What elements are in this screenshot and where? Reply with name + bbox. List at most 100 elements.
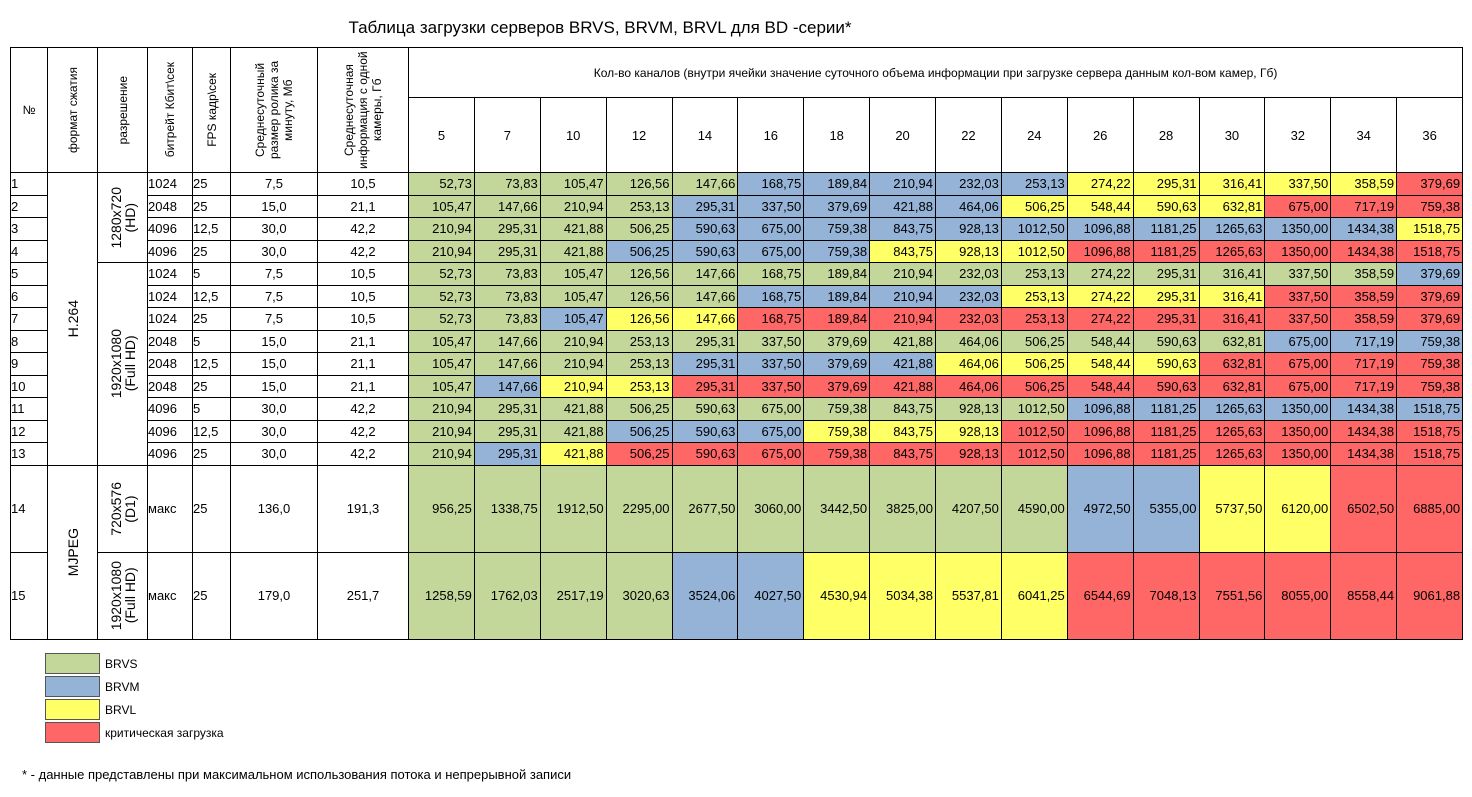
volume: 379,69 bbox=[803, 194, 871, 218]
param: 25 bbox=[192, 374, 231, 398]
row-number: 14 bbox=[10, 464, 48, 553]
volume: 295,31 bbox=[473, 442, 541, 466]
volume: 168,75 bbox=[737, 307, 805, 331]
volume: 189,84 bbox=[803, 284, 871, 308]
volume: 1096,88 bbox=[1066, 419, 1134, 443]
data-row: 2 2048 25 15,0 21,1 105,47 147,66 210,94 253,13 2… bbox=[10, 194, 1464, 218]
volume: 464,06 bbox=[935, 329, 1002, 353]
volume: 295,31 bbox=[671, 374, 739, 398]
volume: 5355,00 bbox=[1132, 464, 1200, 553]
header-row: № формат сжатия разрешение битрейт Кбит\сек… bbox=[10, 47, 1464, 173]
param: 30,0 bbox=[230, 442, 318, 466]
volume: 52,73 bbox=[408, 307, 475, 331]
volume: 1350,00 bbox=[1264, 217, 1332, 241]
param: 1024 bbox=[147, 262, 193, 286]
param: 7,5 bbox=[230, 284, 318, 308]
param: 136,0 bbox=[230, 464, 318, 553]
volume: 1265,63 bbox=[1198, 419, 1266, 443]
data-row: 11 4096 5 30,0 42,2 210,94 295,31 421,88 506,25 5… bbox=[10, 397, 1464, 421]
volume: 421,88 bbox=[869, 194, 936, 218]
legend: BRVS BRVM BRVL критическая загрузка bbox=[45, 652, 224, 744]
volume: 506,25 bbox=[605, 419, 673, 443]
volume: 379,69 bbox=[803, 374, 871, 398]
volume: 759,38 bbox=[803, 217, 871, 241]
volume: 506,25 bbox=[1000, 352, 1068, 376]
resolution-line: (Full HD) bbox=[121, 567, 138, 624]
volume: 843,75 bbox=[869, 397, 936, 421]
volume: 232,03 bbox=[935, 284, 1002, 308]
resolution: 1920x1080 (Full HD) bbox=[97, 551, 148, 640]
volume: 675,00 bbox=[1264, 352, 1332, 376]
channel-count: 32 bbox=[1264, 97, 1332, 173]
data-row: 5 1920x1080 (Full HD) 1024 5 7,5 10,5 52,73 73,8… bbox=[10, 262, 1464, 466]
volume: 232,03 bbox=[935, 307, 1002, 331]
volume: 590,63 bbox=[671, 239, 739, 263]
volume: 675,00 bbox=[737, 397, 805, 421]
param: 12,5 bbox=[192, 284, 231, 308]
channel-count: 26 bbox=[1066, 97, 1134, 173]
volume: 52,73 bbox=[408, 262, 475, 286]
volume: 358,59 bbox=[1330, 262, 1398, 286]
volume: 316,41 bbox=[1198, 284, 1266, 308]
volume: 253,13 bbox=[1000, 262, 1068, 286]
volume: 3524,06 bbox=[671, 551, 739, 640]
volume: 295,31 bbox=[671, 329, 739, 353]
volume: 105,47 bbox=[408, 329, 475, 353]
param: макс bbox=[147, 464, 193, 553]
volume: 717,19 bbox=[1330, 374, 1398, 398]
volume: 316,41 bbox=[1198, 307, 1266, 331]
row-number: 3 bbox=[10, 217, 48, 241]
param: 5 bbox=[192, 329, 231, 353]
volume: 168,75 bbox=[737, 172, 805, 196]
volume: 1434,38 bbox=[1330, 442, 1398, 466]
channel-count: 22 bbox=[935, 97, 1002, 173]
format: MJPEG bbox=[47, 464, 98, 640]
volume: 632,81 bbox=[1198, 194, 1266, 218]
param: макс bbox=[147, 551, 193, 640]
volume: 464,06 bbox=[935, 194, 1002, 218]
volume: 189,84 bbox=[803, 307, 871, 331]
volume: 675,00 bbox=[737, 442, 805, 466]
data-row: 9 2048 12,5 15,0 21,1 105,47 147,66 210,94 253,1… bbox=[10, 352, 1464, 376]
volume: 337,50 bbox=[1264, 262, 1332, 286]
volume: 4972,50 bbox=[1066, 464, 1134, 553]
volume: 759,38 bbox=[803, 419, 871, 443]
header-cell: Среднесуточный размер ролика за минуту, … bbox=[230, 47, 318, 173]
param: 12,5 bbox=[192, 352, 231, 376]
volume: 295,31 bbox=[671, 352, 739, 376]
volume: 6120,00 bbox=[1264, 464, 1332, 553]
param: 30,0 bbox=[230, 419, 318, 443]
volume: 3825,00 bbox=[869, 464, 936, 553]
volume: 73,83 bbox=[473, 307, 541, 331]
param: 5 bbox=[192, 262, 231, 286]
volume: 464,06 bbox=[935, 352, 1002, 376]
volume: 1181,25 bbox=[1132, 239, 1200, 263]
volume: 1434,38 bbox=[1330, 239, 1398, 263]
resolution-line: 1920x1080 bbox=[107, 560, 124, 631]
volume: 548,44 bbox=[1066, 352, 1134, 376]
volume: 590,63 bbox=[671, 217, 739, 241]
volume: 210,94 bbox=[869, 284, 936, 308]
volume: 590,63 bbox=[1132, 329, 1200, 353]
format: H.264 bbox=[47, 172, 98, 466]
volume: 843,75 bbox=[869, 419, 936, 443]
param: 42,2 bbox=[317, 239, 409, 263]
volume: 189,84 bbox=[803, 172, 871, 196]
header-cell: Среднесуточная информация с одной камеры… bbox=[317, 47, 409, 173]
volume: 379,69 bbox=[1396, 172, 1464, 196]
volume: 506,25 bbox=[605, 397, 673, 421]
volume: 1338,75 bbox=[473, 464, 541, 553]
param: 25 bbox=[192, 442, 231, 466]
volume: 1518,75 bbox=[1396, 442, 1464, 466]
data-row: 1 H.264 1280x720 (HD) 1024 25 7,5 10,5 52,73 73,8… bbox=[10, 172, 1464, 466]
data-row: 4 4096 25 30,0 42,2 210,94 295,31 421,88 506,25 5… bbox=[10, 239, 1464, 263]
param: 5 bbox=[192, 397, 231, 421]
row-number: 6 bbox=[10, 284, 48, 308]
volume: 1096,88 bbox=[1066, 217, 1134, 241]
header-text: формат сжатия bbox=[65, 67, 80, 153]
channel-count: 18 bbox=[803, 97, 871, 173]
row-number: 13 bbox=[10, 442, 48, 466]
data-row: 6 1024 12,5 7,5 10,5 52,73 73,83 105,47 126,56 14… bbox=[10, 284, 1464, 308]
row-number: 12 bbox=[10, 419, 48, 443]
channel-count: 24 bbox=[1000, 97, 1068, 173]
